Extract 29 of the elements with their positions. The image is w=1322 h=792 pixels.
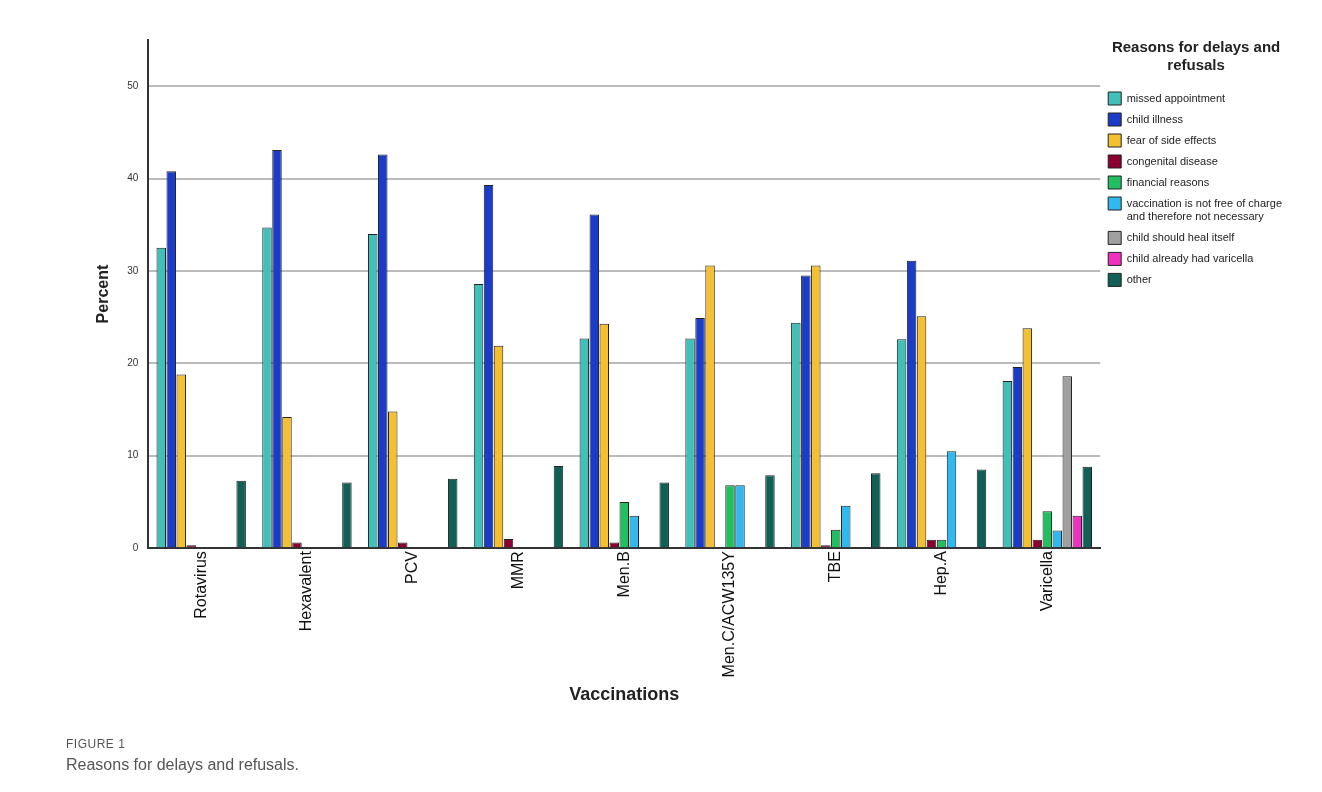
legend-label: fear of side effects — [1126, 133, 1217, 146]
x-tick-label: PCV — [403, 550, 421, 585]
y-tick-label: 40 — [127, 172, 139, 184]
x-tick-label: Rotavirus — [191, 551, 209, 619]
x-tick-label: MMR — [508, 551, 526, 590]
x-tick-label: Hexavalent — [297, 550, 315, 632]
x-tick-label: Hep.A — [931, 550, 949, 596]
y-tick-label: 30 — [127, 264, 139, 276]
x-tick-label: Men.B — [614, 551, 632, 598]
legend-label: financial reasons — [1126, 175, 1210, 188]
legend-label: child should heal itself — [1126, 230, 1236, 243]
x-tick-label: TBE — [826, 551, 844, 583]
legend-label: other — [1126, 272, 1153, 285]
legend-label: child illness — [1126, 112, 1184, 125]
caption: FIGURE 1 — [66, 736, 127, 753]
legend-title: Reasons for delays and refusals — [1111, 37, 1281, 73]
legend-label: missed appointment — [1126, 91, 1226, 104]
text: Reasons for delays and refusals. — [66, 755, 300, 775]
legend-label: congenital disease — [1126, 154, 1218, 167]
x-axis-title: Vaccinations — [569, 684, 680, 705]
y-tick-label: 20 — [127, 357, 139, 369]
y-tick-label: 10 — [127, 449, 139, 461]
x-tick-label: Varicella — [1037, 551, 1055, 612]
y-tick-label: 0 — [132, 541, 139, 553]
x-tick-label: Men.C/ACW135Y — [720, 550, 738, 678]
y-axis-title: Percent — [94, 264, 112, 324]
legend-label: vaccination is not free of charge and therefore not necessary — [1126, 196, 1282, 222]
legend-label: child already had varicella — [1126, 251, 1255, 264]
y-tick-label: 50 — [127, 79, 139, 91]
